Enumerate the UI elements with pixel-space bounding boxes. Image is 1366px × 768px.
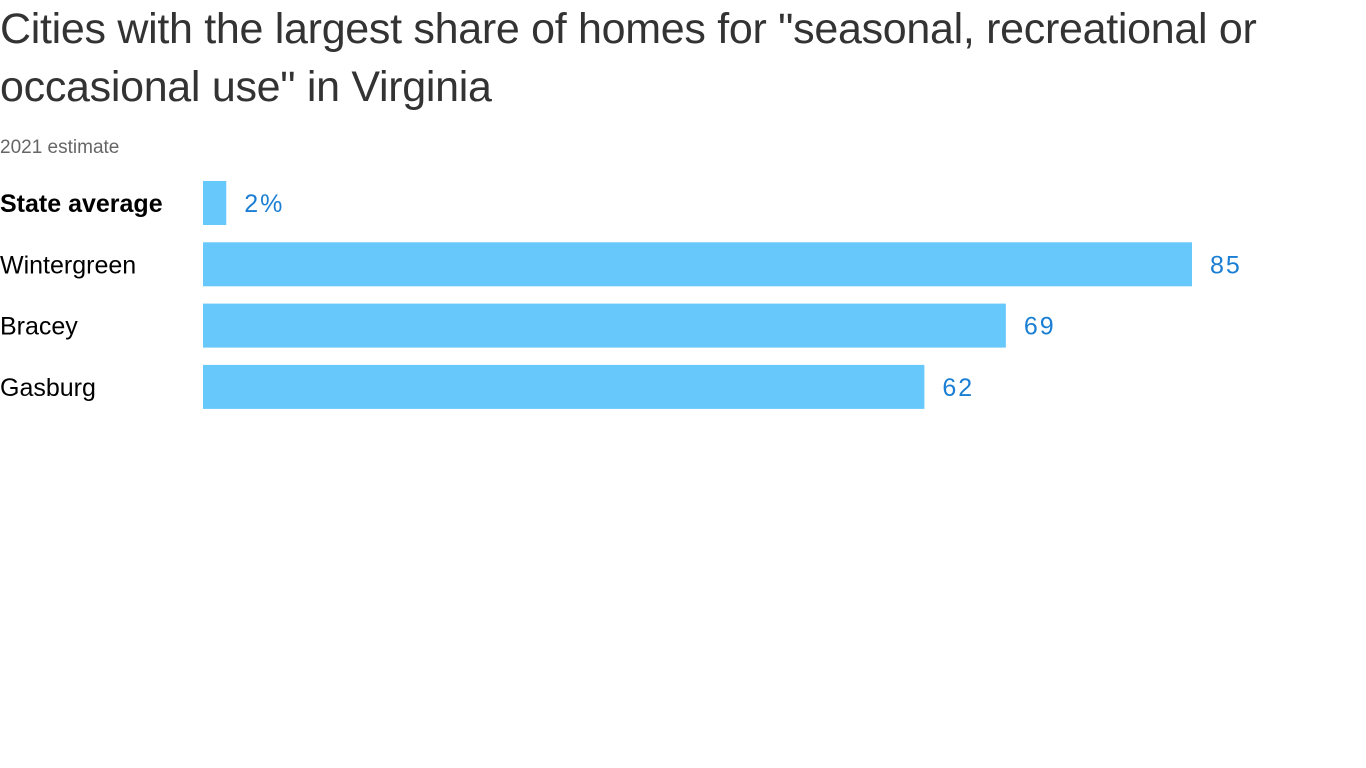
chart-title: Cities with the largest share of homes f… xyxy=(0,5,1257,111)
bar xyxy=(203,242,1192,287)
chart-subtitle: 2021 estimate xyxy=(0,137,120,158)
value-label: 69 xyxy=(1024,313,1056,341)
category-label: Gasburg xyxy=(0,374,96,402)
bar-chart: State average 2% Wintergreen 85 Bracey 69 Gasb… xyxy=(0,181,1242,409)
category-label: State average xyxy=(0,190,163,218)
value-label: 2% xyxy=(244,190,284,218)
category-label: Wintergreen xyxy=(0,251,136,279)
value-label: 62 xyxy=(942,374,974,402)
bar xyxy=(203,364,925,409)
category-label: Bracey xyxy=(0,313,78,341)
bar xyxy=(203,303,1006,348)
value-label: 85 xyxy=(1210,251,1242,279)
bar xyxy=(203,181,227,225)
